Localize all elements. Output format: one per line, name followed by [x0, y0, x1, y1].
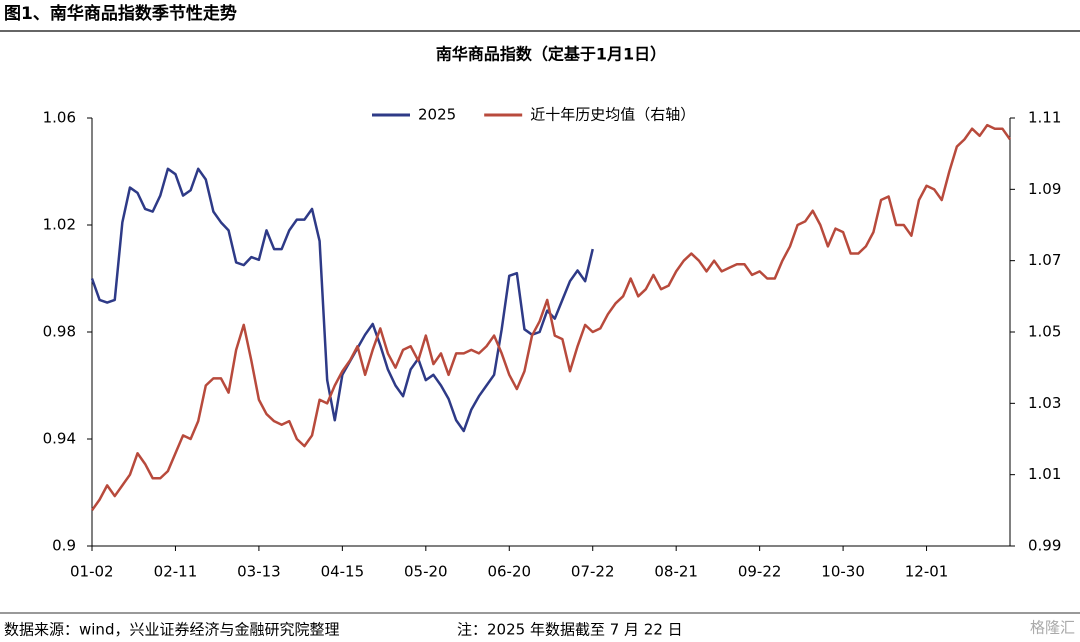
- series-line: [90, 167, 594, 433]
- y2-tick-label: 1.07: [1028, 251, 1061, 269]
- y-tick-label: 0.9: [52, 537, 76, 555]
- x-tick-label: 10-30: [821, 563, 865, 581]
- y2-tick-label: 1.05: [1028, 323, 1061, 341]
- y-tick-label: 0.94: [43, 430, 76, 448]
- note: 注：2025 年数据截至 7 月 22 日: [457, 621, 683, 639]
- y2-tick-label: 0.99: [1028, 537, 1061, 555]
- x-tick-label: 12-01: [905, 563, 949, 581]
- x-tick-label: 05-20: [404, 563, 448, 581]
- header: 图1、南华商品指数季节性走势: [4, 3, 237, 24]
- x-tick-label: 09-22: [738, 563, 782, 581]
- y2-tick-label: 1.03: [1028, 394, 1061, 412]
- y2-tick-label: 1.11: [1028, 109, 1061, 127]
- watermark: 格隆汇: [1030, 619, 1075, 637]
- x-tick-label: 01-02: [70, 563, 114, 581]
- y-tick-label: 1.02: [43, 216, 76, 234]
- y2-tick-label: 1.01: [1028, 465, 1061, 483]
- x-tick-label: 08-21: [654, 563, 698, 581]
- x-tick-label: 03-13: [237, 563, 281, 581]
- series-line: [90, 123, 1012, 512]
- y-tick-label: 0.98: [43, 323, 76, 341]
- source: 数据来源：wind，兴业证券经济与金融研究院整理: [4, 621, 339, 639]
- legend-label: 2025: [418, 106, 456, 124]
- x-tick-label: 06-20: [487, 563, 531, 581]
- x-tick-label: 02-11: [154, 563, 198, 581]
- x-tick-label: 04-15: [321, 563, 365, 581]
- chart-title: 南华商品指数（定基于1月1日）: [436, 45, 666, 64]
- x-tick-label: 07-22: [571, 563, 615, 581]
- y-tick-label: 1.06: [43, 109, 76, 127]
- legend-label: 近十年历史均值（右轴）: [530, 106, 695, 124]
- y2-tick-label: 1.09: [1028, 180, 1061, 198]
